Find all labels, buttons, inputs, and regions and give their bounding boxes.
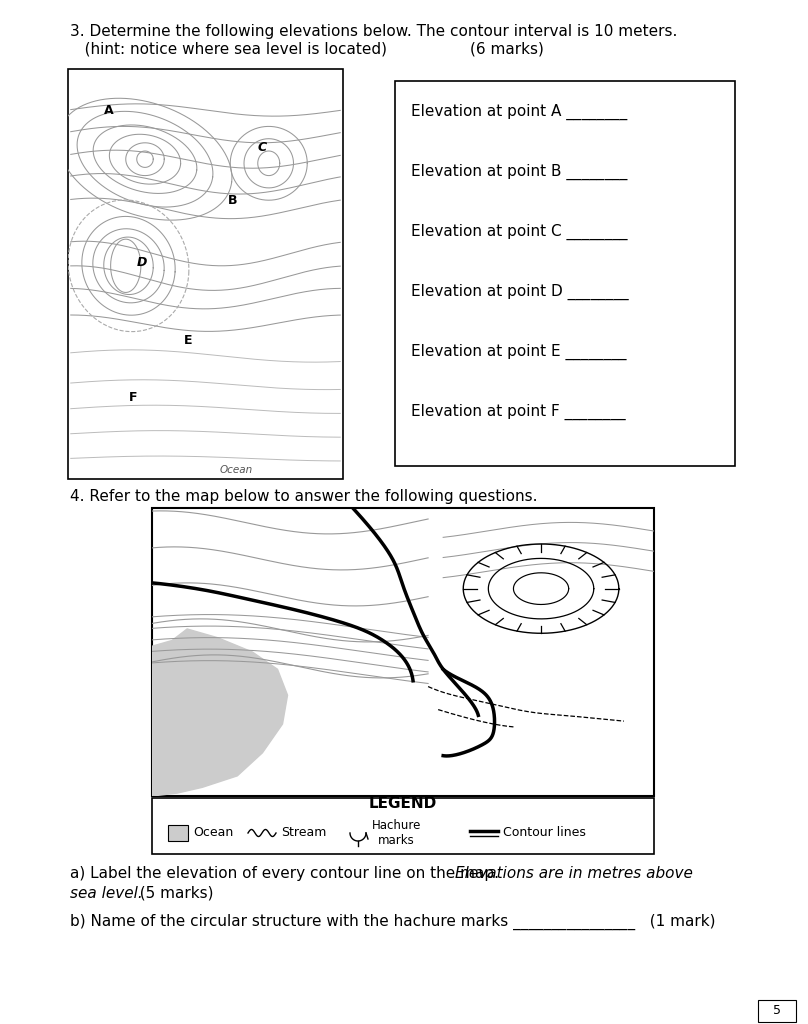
Bar <box>152 508 654 796</box>
Text: a) Label the elevation of every contour line on the map.: a) Label the elevation of every contour … <box>70 866 504 881</box>
Text: Elevation at point E ________: Elevation at point E ________ <box>411 344 626 360</box>
Text: Elevation at point F ________: Elevation at point F ________ <box>411 404 625 420</box>
Text: A: A <box>103 104 113 117</box>
Text: E: E <box>183 334 192 347</box>
Text: (5 marks): (5 marks) <box>130 886 213 901</box>
Text: Hachure
marks: Hachure marks <box>372 819 422 847</box>
Text: Ocean: Ocean <box>193 826 234 840</box>
Text: Elevation at point D ________: Elevation at point D ________ <box>411 284 629 300</box>
Text: 3. Determine the following elevations below. The contour interval is 10 meters.: 3. Determine the following elevations be… <box>70 24 677 39</box>
Text: 5: 5 <box>773 1005 781 1018</box>
Text: B: B <box>228 195 237 207</box>
Text: Stream: Stream <box>281 826 326 840</box>
Text: C: C <box>258 141 267 154</box>
Bar <box>168 825 188 841</box>
Polygon shape <box>152 629 288 796</box>
Text: D: D <box>137 256 147 268</box>
Text: b) Name of the circular structure with the hachure marks ________________   (1 m: b) Name of the circular structure with t… <box>70 914 716 930</box>
Bar <box>395 81 735 466</box>
Text: Elevation at point A ________: Elevation at point A ________ <box>411 104 627 120</box>
Text: Elevation at point C ________: Elevation at point C ________ <box>411 224 628 241</box>
Bar <box>152 798 654 854</box>
Text: 4. Refer to the map below to answer the following questions.: 4. Refer to the map below to answer the … <box>70 489 537 504</box>
Text: F: F <box>128 391 137 404</box>
Text: Elevations are in metres above: Elevations are in metres above <box>455 866 693 881</box>
Text: Contour lines: Contour lines <box>503 826 586 840</box>
Text: sea level.: sea level. <box>70 886 143 901</box>
Text: (hint: notice where sea level is located): (hint: notice where sea level is located… <box>70 41 387 56</box>
Bar <box>68 69 343 479</box>
Text: Elevation at point B ________: Elevation at point B ________ <box>411 164 627 180</box>
Text: LEGEND: LEGEND <box>369 796 437 811</box>
Bar <box>758 1000 796 1022</box>
Text: (6 marks): (6 marks) <box>470 41 544 56</box>
Text: Ocean: Ocean <box>219 465 253 475</box>
